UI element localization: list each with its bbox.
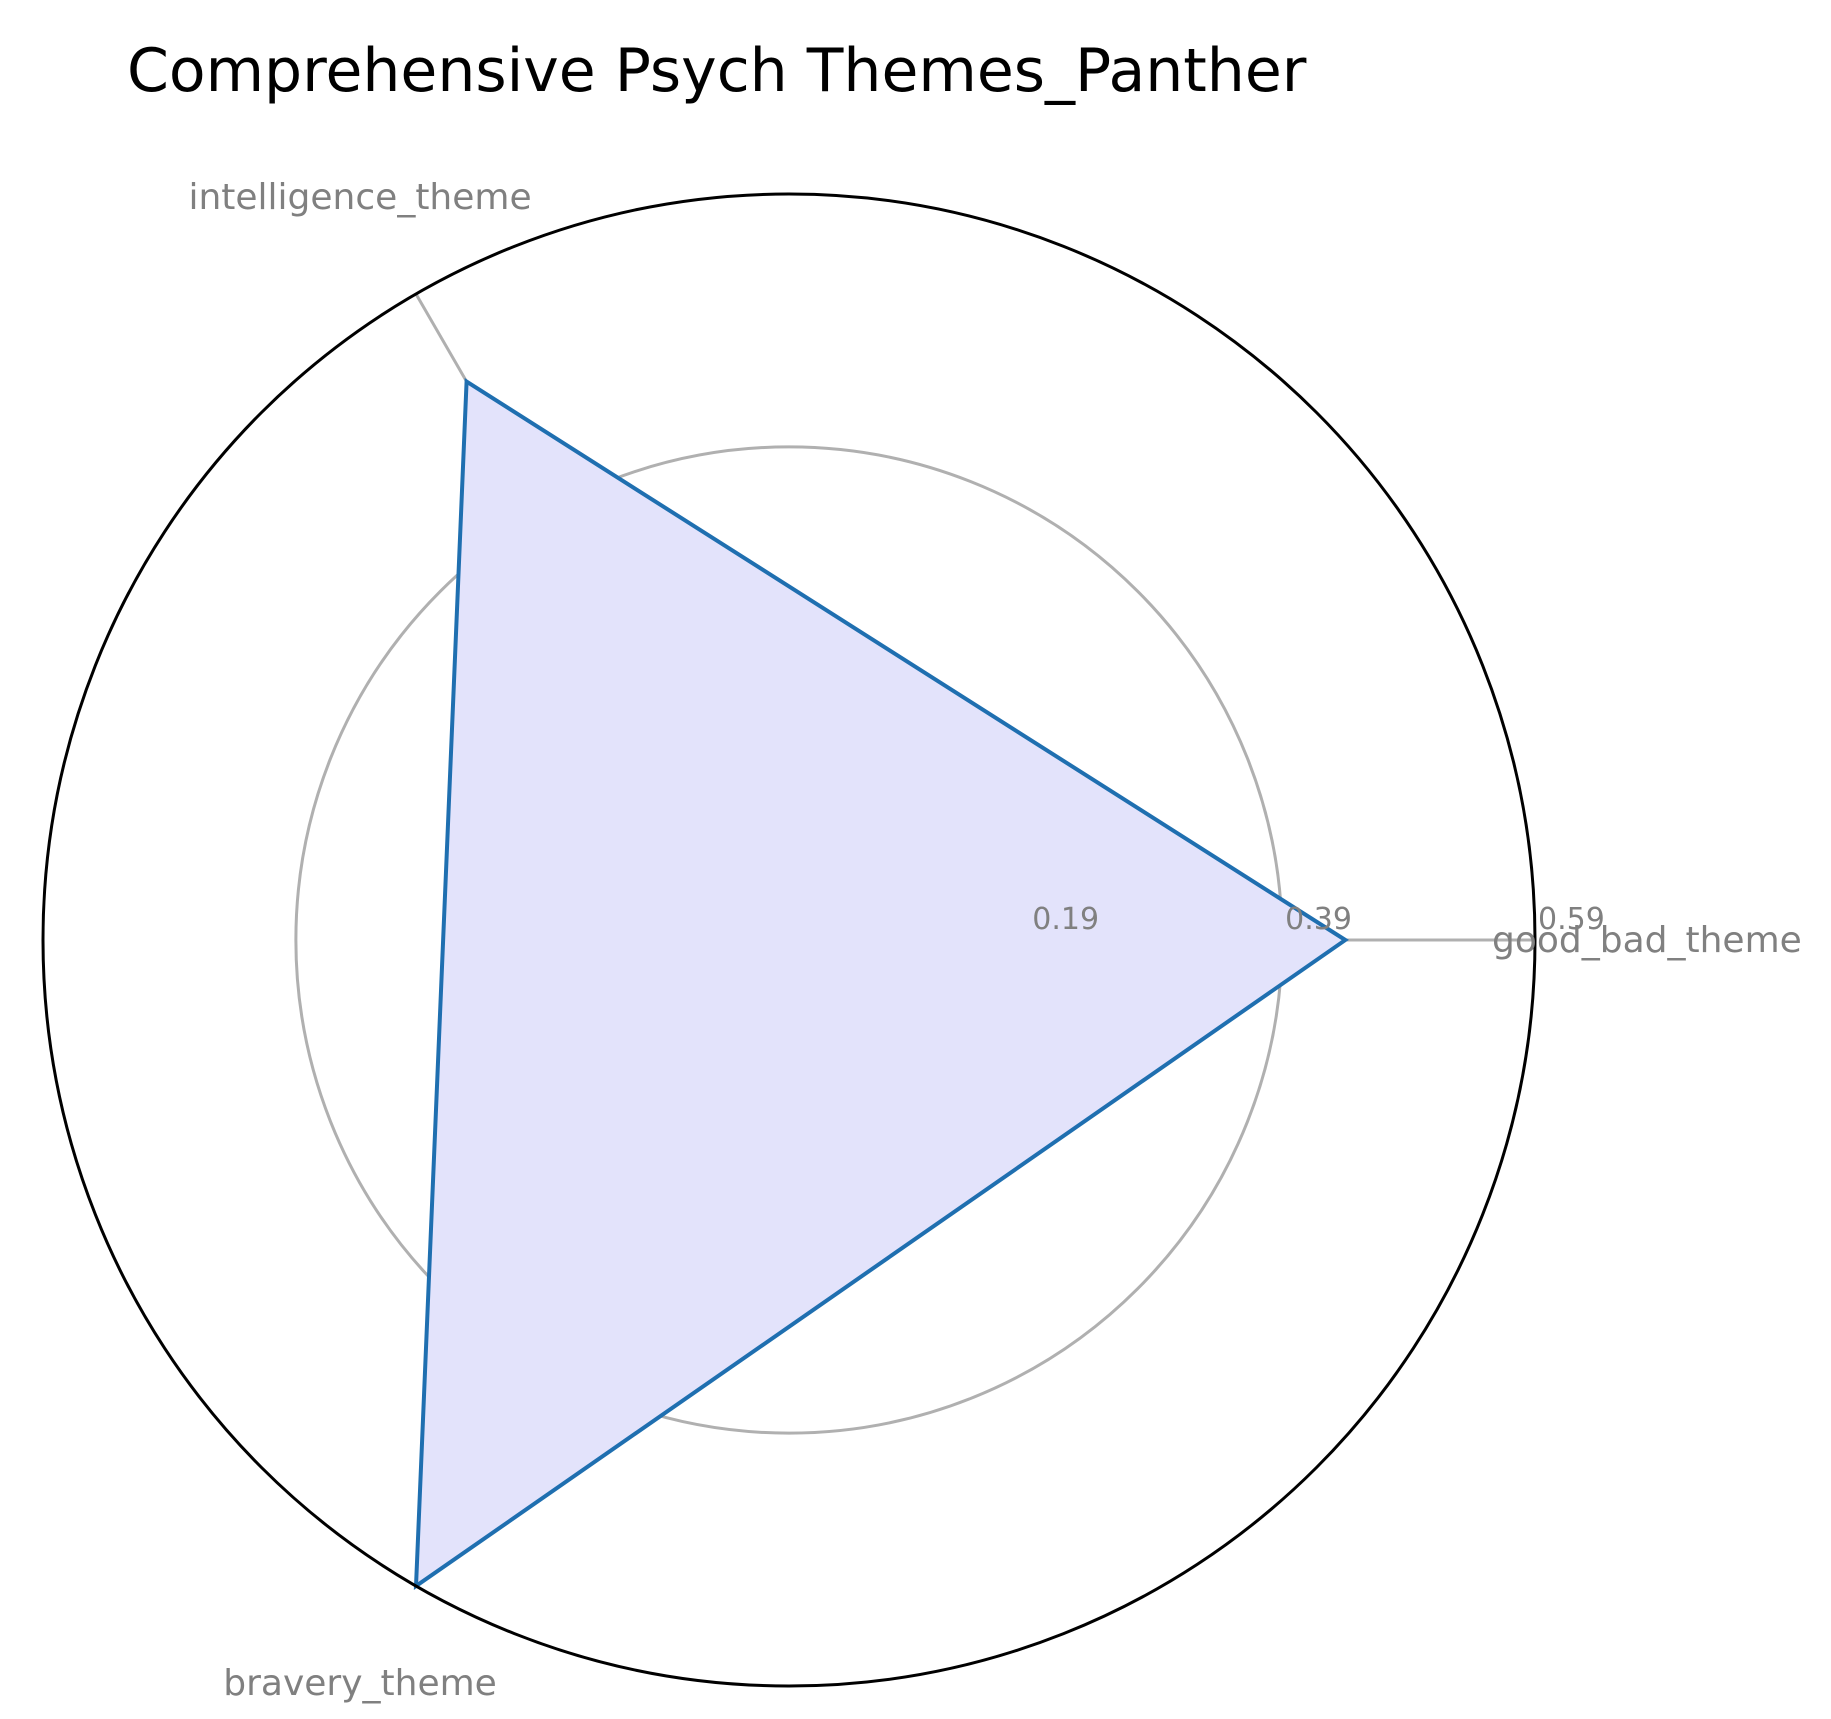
radial-tick-label: 0.39 [1285,902,1352,937]
radial-tick-label: 0.19 [1032,902,1099,937]
category-label: intelligence_theme [188,177,531,218]
series-line-0 [413,378,1349,1590]
outer-circle [41,192,1537,1688]
chart-title: Comprehensive Psych Themes_Panther [127,36,1307,106]
series-fill-0 [416,381,1346,1587]
category-label: bravery_theme [223,1663,497,1704]
category-label: good_bad_theme [1492,920,1802,961]
series-layer [41,192,1537,1688]
radial-tick-label: 0.59 [1538,902,1605,937]
